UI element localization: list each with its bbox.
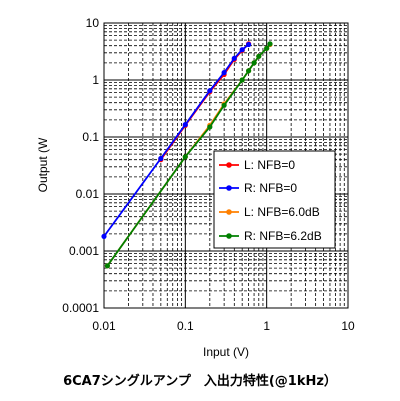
legend-swatch-marker	[226, 209, 232, 215]
y-tick-label: 1	[92, 73, 99, 87]
legend-box	[213, 150, 336, 249]
data-point	[231, 55, 237, 61]
data-point	[239, 47, 245, 53]
y-tick-label: 0.001	[69, 244, 99, 258]
data-point	[101, 233, 107, 239]
y-tick-label: 0.01	[76, 187, 100, 201]
legend-label: L: NFB=0	[244, 158, 295, 172]
legend-label: R: NFB=6.2dB	[244, 229, 322, 243]
y-tick-label: 10	[86, 16, 100, 30]
data-point	[251, 60, 257, 66]
series-group	[104, 41, 273, 269]
series-line	[106, 43, 271, 267]
x-tick-label: 10	[341, 319, 355, 333]
data-point	[264, 45, 270, 51]
data-point	[221, 70, 227, 76]
legend-label: L: NFB=6.0dB	[244, 205, 320, 219]
data-point	[239, 77, 245, 83]
series	[101, 41, 273, 269]
legend-swatch-marker	[226, 185, 232, 191]
data-point	[246, 68, 252, 74]
x-tick-label: 0.01	[92, 319, 116, 333]
y-tick-labels: 0.0001 0.001 0.01 0.1 1 10	[62, 16, 99, 315]
plot-area-border	[103, 22, 349, 309]
data-point	[158, 155, 164, 162]
data-point	[182, 122, 188, 128]
legend-label: R: NFB=0	[244, 181, 297, 195]
x-tick-labels: 0.01 0.1 1 10	[92, 319, 355, 333]
data-point	[256, 53, 262, 59]
y-tick-label: 0.0001	[62, 301, 99, 315]
data-point	[246, 41, 252, 48]
data-point	[207, 88, 213, 94]
legend-swatch-marker	[226, 162, 232, 168]
y-tick-label: 0.1	[82, 130, 99, 144]
y-axis-label: Output (W	[36, 137, 50, 192]
data-point	[104, 263, 110, 269]
series-group	[101, 41, 252, 239]
x-tick-label: 0.1	[177, 319, 194, 333]
legend-swatch-marker	[226, 233, 232, 239]
x-tick-label: 1	[263, 319, 270, 333]
data-point	[207, 124, 213, 130]
data-point	[267, 41, 273, 47]
legend: L: NFB=0 R: NFB=0 L: NFB=6.0dB R: NFB=6.2dB	[213, 150, 336, 249]
data-point	[182, 154, 188, 160]
chart-caption: 6CA7シングルアンプ 入出力特性(@1kHz）	[63, 373, 337, 389]
x-axis-label: Input (V)	[203, 345, 249, 359]
data-point	[221, 102, 227, 108]
